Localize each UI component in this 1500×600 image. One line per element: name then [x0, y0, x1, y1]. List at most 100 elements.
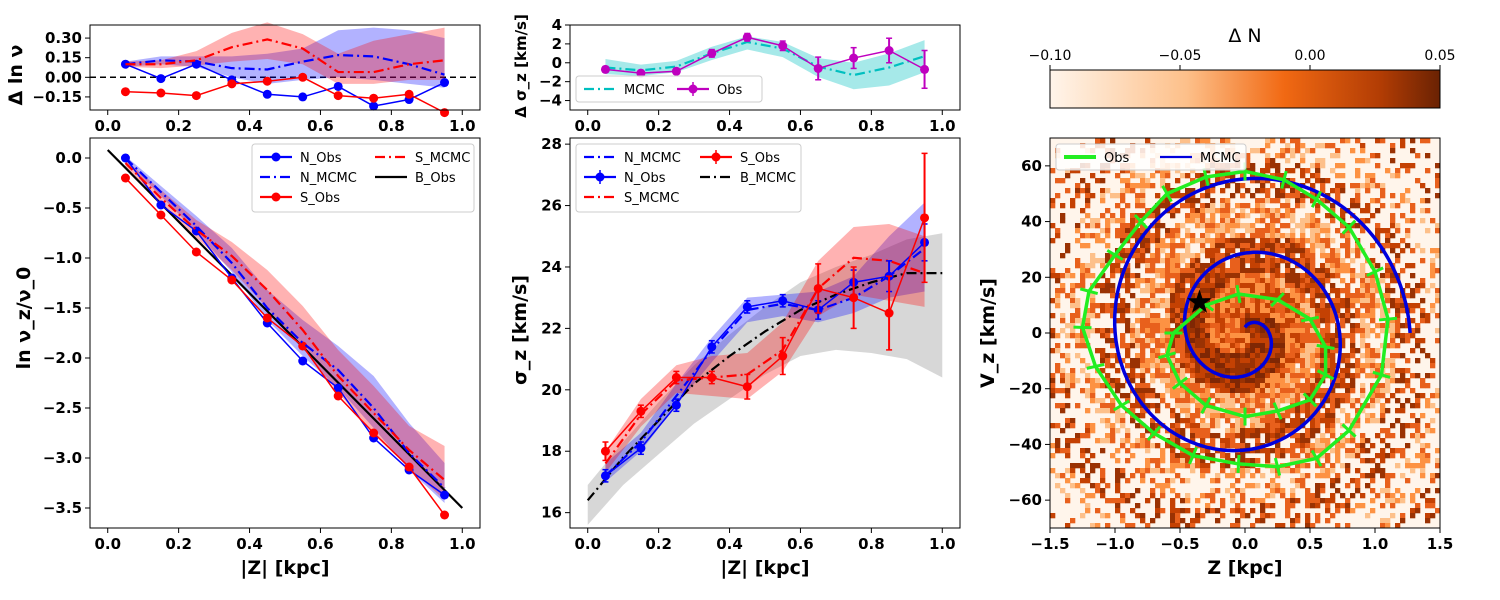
heatmap-cell [1270, 423, 1276, 429]
heatmap-cell [1280, 283, 1286, 289]
heatmap-cell [1265, 408, 1271, 414]
heatmap-cell [1235, 328, 1241, 334]
heatmap-cell [1320, 293, 1326, 299]
heatmap-cell [1255, 378, 1261, 384]
heatmap-cell [1180, 313, 1186, 319]
heatmap-cell [1290, 243, 1296, 249]
heatmap-cell [1370, 478, 1376, 484]
heatmap-cell [1135, 278, 1141, 284]
heatmap-cell [1170, 313, 1176, 319]
heatmap-cell [1125, 498, 1131, 504]
heatmap-cell [1155, 228, 1161, 234]
heatmap-cell [1105, 208, 1111, 214]
heatmap-cell [1180, 368, 1186, 374]
heatmap-cell [1210, 353, 1216, 359]
heatmap-cell [1125, 478, 1131, 484]
heatmap-cell [1300, 308, 1306, 314]
heatmap-cell [1105, 283, 1111, 289]
heatmap-cell [1140, 213, 1146, 219]
legend-marker [271, 192, 281, 202]
colorbar-tick-label: −0.10 [1029, 48, 1072, 64]
heatmap-cell [1425, 453, 1431, 459]
heatmap-cell [1080, 333, 1086, 339]
heatmap-cell [1360, 363, 1366, 369]
heatmap-cell [1225, 453, 1231, 459]
heatmap-cell [1400, 403, 1406, 409]
heatmap-cell [1335, 273, 1341, 279]
heatmap-cell [1255, 418, 1261, 424]
x-tick-label: 0.6 [787, 535, 814, 553]
heatmap-cell [1175, 278, 1181, 284]
heatmap-cell [1435, 293, 1440, 299]
heatmap-cell [1235, 273, 1241, 279]
heatmap-cell [1375, 363, 1381, 369]
heatmap-cell [1200, 458, 1206, 464]
mcmc-spiral [1112, 176, 1412, 453]
obs-errbar [1280, 170, 1288, 189]
heatmap-cell [1360, 443, 1366, 449]
heatmap-cell [1270, 323, 1276, 329]
heatmap-cell [1250, 523, 1256, 528]
heatmap-cell [1135, 263, 1141, 269]
heatmap-cell [1275, 323, 1281, 329]
heatmap-cell [1345, 303, 1351, 309]
heatmap-cell [1240, 283, 1246, 289]
heatmap-cell [1210, 488, 1216, 494]
heatmap-cell [1155, 323, 1161, 329]
heatmap-cell [1340, 213, 1346, 219]
heatmap-cell [1160, 323, 1166, 329]
heatmap-cell [1185, 228, 1191, 234]
heatmap-cell [1355, 408, 1361, 414]
heatmap-cell [1050, 268, 1056, 274]
heatmap-cell [1420, 248, 1426, 254]
heatmap-cell [1240, 458, 1246, 464]
legend-label: Obs [1104, 151, 1129, 166]
heatmap-cell [1330, 393, 1336, 399]
heatmap-cell [1180, 308, 1186, 314]
heatmap-cell [1270, 353, 1276, 359]
heatmap-cell [1405, 188, 1411, 194]
heatmap-cell [1100, 213, 1106, 219]
heatmap-cell [1050, 348, 1056, 354]
heatmap-cell [1260, 208, 1266, 214]
data-point [778, 41, 788, 51]
heatmap-cell [1410, 388, 1416, 394]
heatmap-cell [1260, 368, 1266, 374]
heatmap-cell [1110, 438, 1116, 444]
heatmap-cell [1330, 408, 1336, 414]
data-point [920, 213, 930, 223]
heatmap-cell [1325, 468, 1331, 474]
heatmap-cell [1385, 488, 1391, 494]
heatmap-cell [1410, 208, 1416, 214]
heatmap-cell [1225, 418, 1231, 424]
heatmap-cell [1190, 468, 1196, 474]
heatmap-cell [1350, 418, 1356, 424]
heatmap-cell [1190, 333, 1196, 339]
heatmap-cell [1325, 438, 1331, 444]
heatmap-cell [1205, 208, 1211, 214]
heatmap-cell [1400, 333, 1406, 339]
heatmap-cell [1145, 258, 1151, 264]
heatmap-cell [1125, 523, 1131, 528]
heatmap-cell [1230, 338, 1236, 344]
heatmap-cell [1270, 348, 1276, 354]
heatmap-cell [1380, 308, 1386, 314]
heatmap-cell [1135, 298, 1141, 304]
heatmap-cell [1265, 193, 1271, 199]
heatmap-cell [1380, 383, 1386, 389]
heatmap-cell [1405, 383, 1411, 389]
confidence-band [125, 22, 445, 84]
heatmap-cell [1350, 273, 1356, 279]
heatmap-cell [1085, 493, 1091, 499]
heatmap-cell [1215, 363, 1221, 369]
heatmap-cell [1190, 233, 1196, 239]
legend-label: Obs [717, 83, 742, 98]
heatmap-cell [1130, 218, 1136, 224]
heatmap-cell [1245, 358, 1251, 364]
heatmap-cell [1315, 323, 1321, 329]
heatmap-cell [1080, 208, 1086, 214]
heatmap-cell [1215, 313, 1221, 319]
heatmap-cell [1280, 423, 1286, 429]
heatmap-cell [1175, 428, 1181, 434]
heatmap-cell [1340, 368, 1346, 374]
